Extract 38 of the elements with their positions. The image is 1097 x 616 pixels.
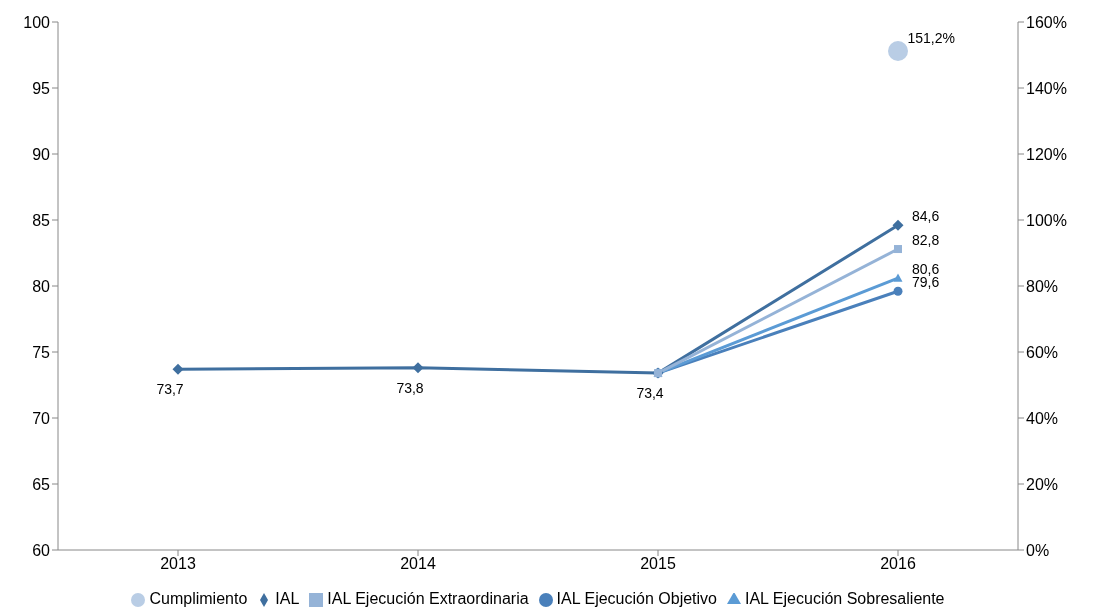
y2-tick-label: 20% — [1026, 475, 1059, 493]
y2-tick-label: 40% — [1026, 409, 1059, 427]
y-tick-label: 65 — [32, 475, 51, 493]
y-tick-label: 85 — [32, 211, 51, 229]
data-label: 73,8 — [396, 379, 424, 396]
x-tick-label: 2013 — [160, 555, 196, 573]
y-tick-label: 100 — [23, 13, 51, 31]
legend-label: IAL Ejecución Objetivo — [556, 590, 717, 607]
y-tick-label: 60 — [32, 541, 51, 559]
data-label: 73,7 — [156, 381, 184, 398]
y2-tick-label: 160% — [1026, 13, 1067, 31]
y-tick-label: 75 — [32, 343, 51, 361]
y2-tick-label: 120% — [1026, 145, 1067, 163]
y2-tick-label: 60% — [1026, 343, 1059, 361]
y-tick-label: 90 — [32, 145, 51, 163]
x-tick-label: 2016 — [880, 555, 916, 573]
point — [172, 363, 184, 375]
y2-tick-label: 100% — [1026, 211, 1067, 229]
point — [893, 286, 903, 296]
legend-label: Cumplimiento — [149, 590, 248, 607]
legend-label: IAL Ejecución Extraordinaria — [327, 590, 529, 607]
x-tick-label: 2015 — [640, 555, 676, 573]
y-tick-label: 95 — [32, 79, 51, 97]
legend-label: IAL Ejecución Sobresaliente — [744, 590, 945, 607]
data-label: 151,2% — [907, 29, 955, 46]
data-label: 73,4 — [636, 385, 664, 402]
data-label: 84,6 — [912, 208, 940, 225]
y2-tick-label: 140% — [1026, 79, 1067, 97]
y-tick-label: 70 — [32, 409, 51, 427]
y2-tick-label: 0% — [1026, 541, 1050, 559]
point — [892, 219, 904, 231]
x-tick-label: 2014 — [400, 555, 436, 573]
point — [412, 362, 424, 374]
point — [894, 245, 902, 254]
legend-label: IAL — [275, 590, 300, 607]
data-label: 82,8 — [912, 232, 940, 249]
y-tick-label: 80 — [32, 277, 51, 295]
y2-tick-label: 80% — [1026, 277, 1059, 295]
